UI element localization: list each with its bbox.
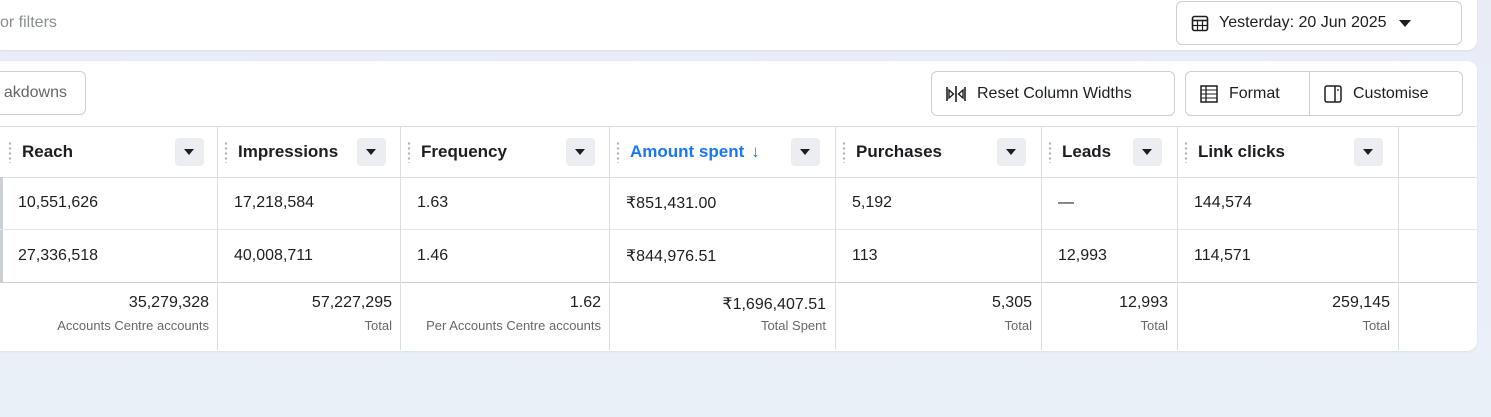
drag-handle-icon[interactable] [224,141,228,163]
cell-reach: 27,336,518 [18,247,99,264]
drag-handle-icon[interactable] [8,141,12,163]
cell-link-clicks: 144,574 [1194,194,1252,211]
column-divider[interactable] [1041,126,1042,350]
column-divider[interactable] [609,126,610,350]
column-menu-link-clicks-button[interactable] [1354,138,1383,166]
column-divider[interactable] [1398,126,1399,350]
total-frequency-label: Per Accounts Centre accounts [426,318,601,333]
cell-impressions: 40,008,711 [234,247,313,264]
total-impressions-value: 57,227,295 [311,294,392,311]
table-row[interactable]: 10,551,626 17,218,584 1.63 ₹851,431.00 5… [0,177,1477,230]
column-header-frequency[interactable]: Frequency [407,127,507,177]
cell-frequency: 1.63 [417,194,449,211]
column-divider[interactable] [1177,126,1178,350]
column-menu-amount-spent-button[interactable] [791,138,820,166]
column-menu-reach-button[interactable] [175,138,204,166]
calendar-icon [1191,15,1209,32]
filter-search-text[interactable]: or filters [0,14,57,31]
total-frequency-value: 1.62 [569,294,601,311]
table-totals-row: 35,279,328 Accounts Centre accounts 57,2… [0,282,1477,351]
drag-handle-icon[interactable] [1048,141,1052,163]
column-divider[interactable] [835,126,836,350]
drag-handle-icon[interactable] [616,141,620,163]
column-header-amount-spent[interactable]: Amount spent ↓ [616,127,760,177]
cell-impressions: 17,218,584 [234,194,315,211]
column-header-impressions[interactable]: Impressions [224,127,338,177]
total-amount-spent-value: ₹1,696,407.51 [722,296,826,313]
total-impressions-label: Total [364,318,392,333]
date-range-button[interactable]: Yesterday: 20 Jun 2025 [1176,1,1462,45]
cell-frequency: 1.46 [417,247,449,264]
total-reach-label: Accounts Centre accounts [57,318,209,333]
format-grid-icon [1200,84,1218,103]
date-range-label: Yesterday: 20 Jun 2025 [1219,14,1387,31]
column-menu-frequency-button[interactable] [566,138,595,166]
column-menu-impressions-button[interactable] [357,138,386,166]
customise-button[interactable]: Customise [1309,71,1463,116]
breakdowns-button[interactable]: akdowns [0,71,86,115]
customise-label: Customise [1353,84,1429,102]
table-header-row: Reach Impressions Frequency Amount spent… [0,126,1477,178]
cell-purchases: 113 [852,247,878,264]
total-link-clicks-value: 259,145 [1332,294,1390,311]
drag-handle-icon[interactable] [842,141,846,163]
column-divider[interactable] [217,126,218,350]
cell-reach: 10,551,626 [18,194,99,211]
cell-leads: 12,993 [1058,247,1107,264]
reset-column-widths-button[interactable]: Reset Column Widths [931,71,1175,116]
total-purchases-label: Total [1004,318,1032,333]
cell-amount-spent: ₹844,976.51 [626,248,717,265]
format-label: Format [1229,84,1280,102]
sort-descending-icon: ↓ [751,142,760,161]
format-button[interactable]: Format [1185,71,1310,116]
column-resize-icon [946,85,966,102]
cell-leads: — [1058,194,1074,211]
column-menu-leads-button[interactable] [1133,138,1162,166]
drag-handle-icon[interactable] [1184,141,1188,163]
column-header-leads[interactable]: Leads [1048,127,1111,177]
chevron-down-icon [1398,19,1411,27]
column-menu-purchases-button[interactable] [997,138,1026,166]
filter-bar: or filters Yesterday: 20 Jun 2025 [0,0,1477,50]
total-link-clicks-label: Total [1362,318,1390,333]
total-leads-value: 12,993 [1119,294,1168,311]
reset-column-widths-label: Reset Column Widths [977,84,1132,102]
column-header-purchases[interactable]: Purchases [842,127,942,177]
cell-link-clicks: 114,571 [1194,247,1251,264]
customise-columns-icon [1324,84,1342,103]
column-divider[interactable] [400,126,401,350]
report-panel: akdowns Reset Column Widths Format Custo… [0,61,1477,351]
cell-amount-spent: ₹851,431.00 [626,195,717,212]
drag-handle-icon[interactable] [407,141,411,163]
total-reach-value: 35,279,328 [128,294,209,311]
column-header-reach[interactable]: Reach [8,127,73,177]
total-leads-label: Total [1140,318,1168,333]
column-header-link-clicks[interactable]: Link clicks [1184,127,1285,177]
table-row[interactable]: 27,336,518 40,008,711 1.46 ₹844,976.51 1… [0,230,1477,283]
cell-purchases: 5,192 [852,194,893,211]
total-amount-spent-label: Total Spent [760,318,826,333]
total-purchases-value: 5,305 [991,294,1032,311]
